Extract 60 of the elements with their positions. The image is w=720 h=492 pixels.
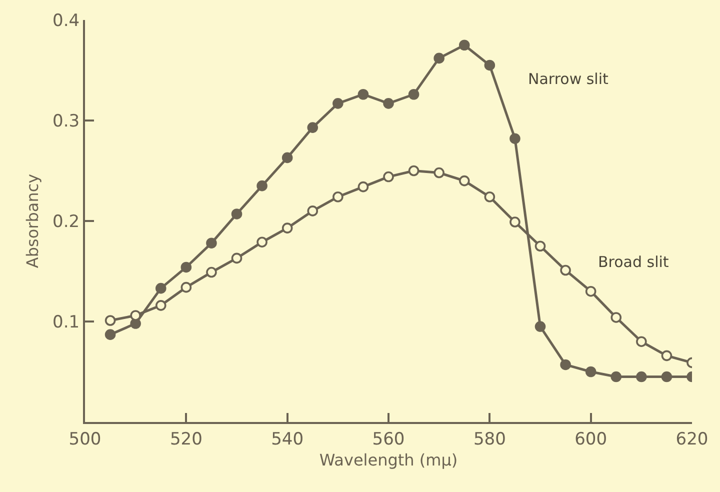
point [358, 88, 369, 100]
point [282, 152, 293, 164]
point [358, 181, 369, 192]
point [484, 191, 496, 202]
point [434, 167, 444, 178]
point [510, 216, 520, 228]
x-tick-label: 560 [372, 429, 405, 450]
point [155, 300, 166, 311]
point [560, 359, 571, 370]
x-tick-label: 520 [170, 429, 202, 450]
x-tick-label: 600 [574, 429, 608, 450]
point [332, 98, 344, 109]
x-tick-label: 500 [68, 429, 102, 450]
x-tick-label: 540 [271, 429, 304, 450]
point [307, 122, 318, 133]
point [510, 133, 520, 144]
y-tick-label: 0.3 [52, 111, 80, 132]
point [332, 191, 344, 202]
point [206, 266, 217, 278]
y-tick-label: 0.4 [52, 10, 80, 31]
point [231, 208, 242, 220]
point [383, 171, 394, 182]
y-tick-label: 0.1 [52, 312, 80, 332]
point [661, 350, 672, 362]
point [534, 321, 546, 332]
point [458, 175, 470, 186]
x-tick-label: 620 [676, 429, 708, 450]
point [484, 60, 496, 71]
point [408, 88, 420, 100]
series-label: Narrow slit [528, 70, 609, 88]
point [408, 165, 420, 176]
point [104, 315, 116, 326]
point [636, 336, 647, 347]
point [282, 222, 293, 234]
point [155, 282, 166, 294]
point [180, 282, 192, 293]
series-label: Broad slit [598, 253, 669, 271]
point [383, 98, 394, 109]
point [661, 371, 672, 382]
point [534, 240, 546, 252]
point [180, 262, 192, 273]
point [256, 236, 268, 248]
point [206, 238, 217, 249]
point [610, 371, 622, 382]
point [636, 371, 647, 382]
point [560, 264, 571, 276]
y-tick-label: 0.2 [52, 212, 80, 232]
x-axis-title: Wavelength (mμ) [319, 450, 458, 470]
point [307, 206, 318, 216]
point [231, 252, 242, 264]
x-tick-label: 580 [473, 429, 506, 450]
point [585, 366, 596, 378]
point [104, 329, 116, 340]
point [458, 40, 470, 51]
point [434, 52, 444, 64]
point [610, 312, 622, 323]
y-axis-title: Absorbancy [22, 174, 42, 268]
point [130, 310, 141, 321]
point [256, 180, 268, 192]
point [585, 286, 596, 297]
